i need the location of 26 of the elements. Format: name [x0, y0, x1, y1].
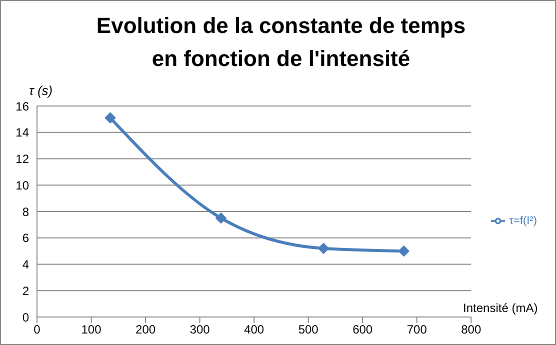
x-tick-label: 300: [190, 322, 210, 337]
x-tick-label: 500: [298, 322, 319, 337]
x-tick-label: 0: [34, 322, 41, 337]
y-tick-label: 2: [22, 284, 30, 298]
y-tick-label: 4: [22, 258, 30, 272]
x-tick-label: 600: [352, 322, 373, 337]
point: [318, 242, 330, 254]
point: [215, 212, 226, 224]
y-tick-label: 8: [22, 204, 30, 219]
point: [104, 112, 116, 124]
chart-title: Evolution de la constante de temps en fonction de l'intensité: [95, 12, 467, 73]
legend-label: τ=f(I²): [509, 214, 537, 227]
y-tick-label: 12: [16, 152, 30, 166]
x-tick-label: 100: [81, 322, 102, 337]
y-tick-label: 16: [16, 99, 30, 114]
x-tick-label: 800: [461, 322, 482, 337]
y-tick-label: 0: [22, 310, 30, 324]
x-tick-label: 700: [406, 322, 428, 337]
x-tick-label: 400: [244, 322, 264, 337]
x-tick-label: 200: [136, 322, 156, 337]
point: [398, 246, 410, 257]
y-tick-label: 14: [16, 126, 30, 140]
x-axis-title: Intensité (mA): [463, 301, 538, 315]
y-tick-label: 10: [16, 178, 30, 192]
y-tick-label: 6: [22, 231, 30, 246]
y-axis-title: τ (s): [29, 83, 53, 98]
